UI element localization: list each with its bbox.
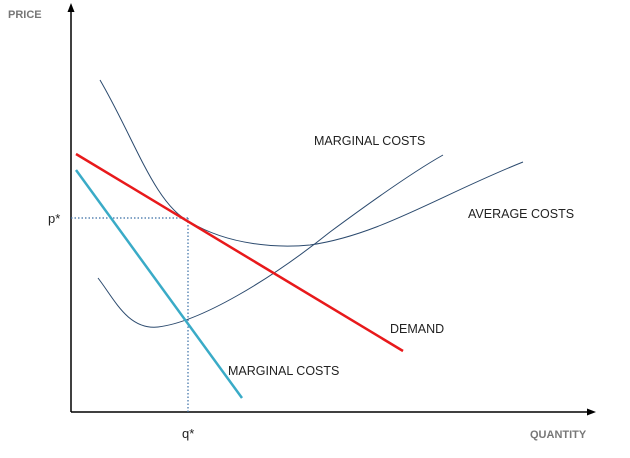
average-costs-label: AVERAGE COSTS [468, 207, 575, 221]
marginal-costs-curve [97, 154, 444, 328]
y-axis-arrowhead [67, 3, 75, 12]
x-axis-arrowhead [587, 408, 596, 416]
y-axis-label: PRICE [8, 9, 42, 21]
q-star-label: q* [182, 426, 195, 441]
demand-label: DEMAND [390, 322, 445, 336]
x-axis-label: QUANTITY [530, 429, 587, 441]
marginal-revenue-line [74, 169, 244, 399]
demand-line [75, 152, 404, 353]
marginal-costs-upper-label: MARGINAL COSTS [314, 134, 426, 148]
marginal-costs-lower-label: MARGINAL COSTS [228, 364, 340, 378]
average-costs-curve [99, 79, 524, 247]
p-star-label: p* [48, 211, 61, 226]
